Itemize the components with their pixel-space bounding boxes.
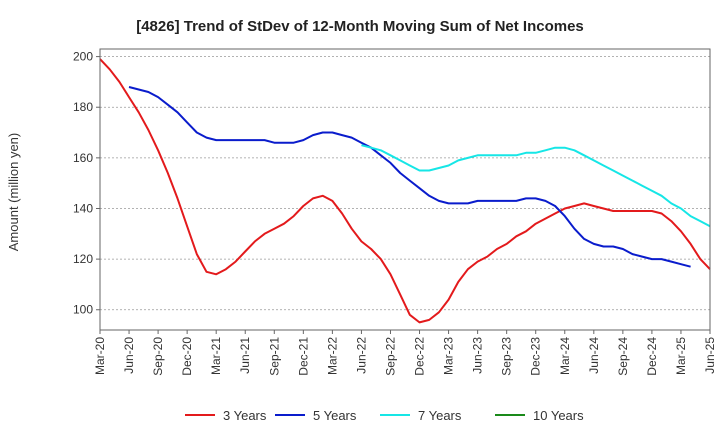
x-tick-label: Dec-23 [529, 337, 543, 376]
x-tick-label: Jun-22 [354, 337, 368, 374]
x-tick-label: Mar-22 [325, 337, 339, 375]
x-tick-labels: Mar-20 Jun-20 Sep-20 Dec-20 Mar-21 Jun-21 Sep-… [93, 330, 717, 376]
legend-label: 5 Years [313, 408, 357, 423]
legend-label: 7 Years [418, 408, 462, 423]
x-tick-label: Jun-23 [471, 337, 485, 374]
x-tick-label: Dec-22 [413, 337, 427, 376]
x-tick-label: Jun-21 [238, 337, 252, 374]
x-tick-label: Sep-23 [500, 337, 514, 376]
x-tick-label: Mar-21 [209, 337, 223, 375]
y-tick-label: 160 [73, 151, 93, 165]
y-tick-label: 140 [73, 201, 93, 215]
y-tick-label: 180 [73, 100, 93, 114]
chart-title: [4826] Trend of StDev of 12-Month Moving… [136, 18, 584, 35]
y-axis-label: Amount (million yen) [6, 133, 21, 252]
plot-frame [99, 48, 711, 331]
x-tick-label: Dec-20 [180, 337, 194, 376]
x-tick-label: Dec-21 [296, 337, 310, 376]
x-tick-label: Dec-24 [645, 337, 659, 376]
series-line-3-years [99, 58, 711, 324]
y-tick-label: 200 [73, 50, 93, 64]
series-lines [99, 58, 711, 324]
x-tick-label: Sep-22 [383, 337, 397, 376]
legend: 3 Years 5 Years 7 Years 10 Years [185, 408, 584, 423]
y-tick-labels: 100 120 140 160 180 200 [73, 50, 100, 317]
x-tick-label: Sep-20 [151, 337, 165, 376]
y-tick-label: 120 [73, 252, 93, 266]
x-tick-label: Sep-21 [267, 337, 281, 376]
series-line-7-years [361, 144, 711, 228]
x-tick-label: Sep-24 [616, 337, 630, 376]
x-tick-label: Jun-25 [703, 337, 717, 374]
x-tick-label: Mar-20 [93, 337, 107, 375]
legend-label: 3 Years [223, 408, 267, 423]
x-tick-label: Mar-23 [442, 337, 456, 375]
grid-lines [100, 56, 710, 311]
x-tick-label: Jun-20 [122, 337, 136, 374]
x-tick-label: Mar-25 [674, 337, 688, 375]
y-tick-label: 100 [73, 303, 93, 317]
series-line-5-years [128, 86, 691, 268]
legend-label: 10 Years [533, 408, 584, 423]
x-tick-label: Jun-24 [587, 337, 601, 374]
x-tick-label: Mar-24 [558, 337, 572, 375]
